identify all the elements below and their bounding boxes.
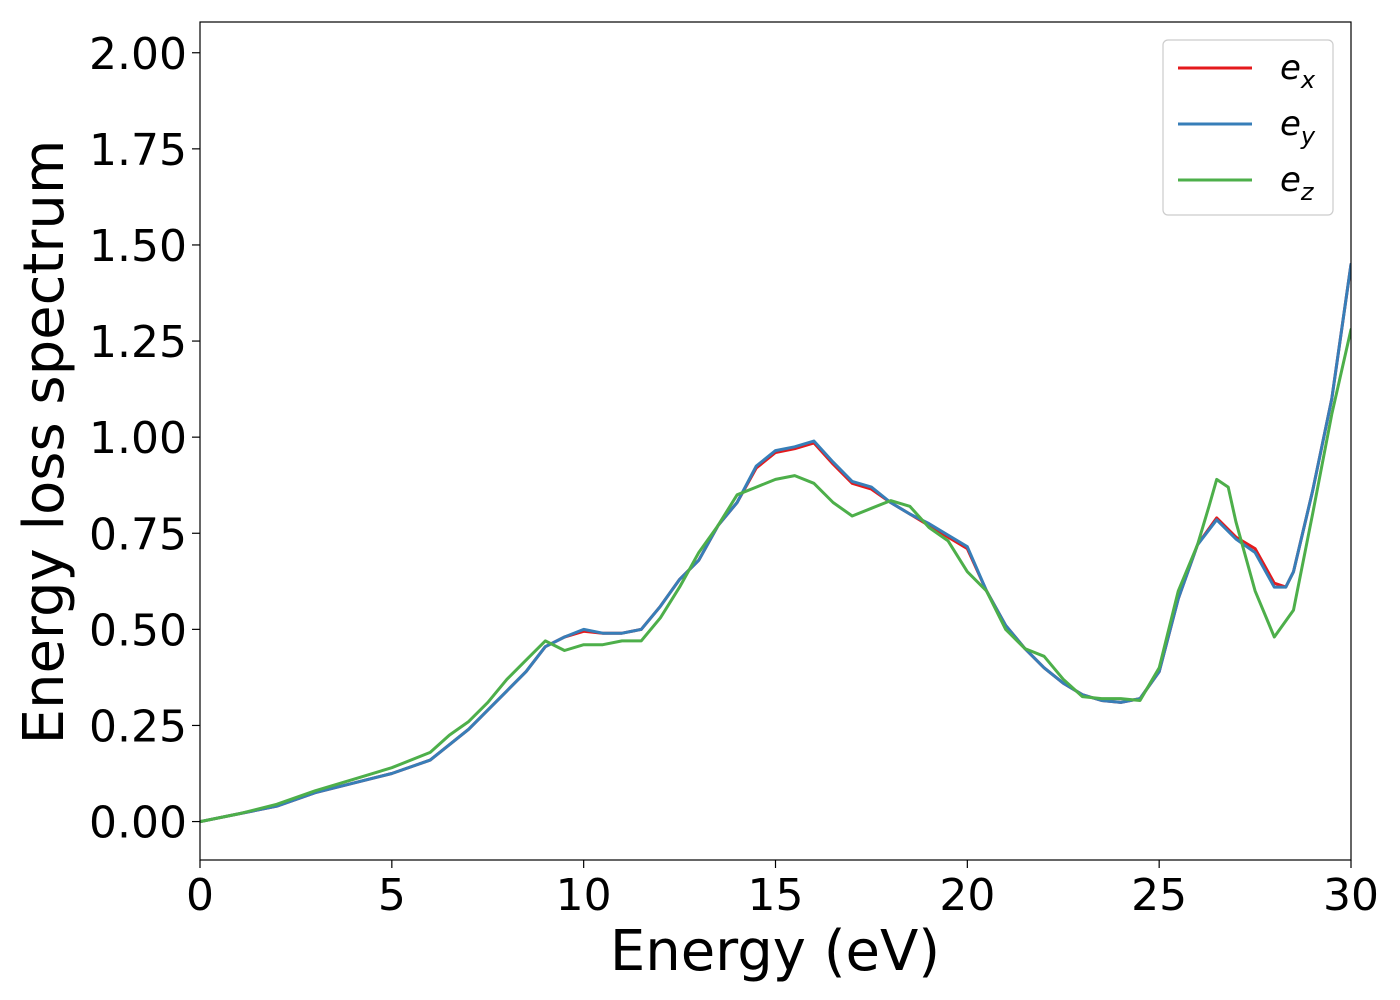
axes-layer: 0 5 10 15 20 25 30 0.00 0.25 0.50 0.75 1.00 1.25 1.50… xyxy=(89,21,1379,921)
y-tick-label: 1.25 xyxy=(89,317,187,368)
x-tick-label: 10 xyxy=(556,870,612,921)
series-line-z xyxy=(200,328,1351,824)
x-tick-label: 25 xyxy=(1131,870,1187,921)
y-tick-label: 0.50 xyxy=(89,605,187,656)
x-tick-label: 5 xyxy=(378,870,406,921)
series-lines xyxy=(200,262,1351,824)
y-tick-label: 1.75 xyxy=(89,125,187,176)
series-line-y xyxy=(200,262,1351,824)
y-tick-label: 1.00 xyxy=(89,413,187,464)
x-tick-label: 30 xyxy=(1323,870,1379,921)
y-tick-label: 2.00 xyxy=(89,29,187,80)
y-axis-label: Energy loss spectrum xyxy=(12,140,77,745)
plot-content xyxy=(200,262,1351,824)
y-tick-label: 0.25 xyxy=(89,701,187,752)
y-tick-label: 0.00 xyxy=(89,798,187,849)
x-axis-label: Energy (eV) xyxy=(610,919,940,984)
x-tick-label: 15 xyxy=(748,870,804,921)
series-line-x xyxy=(200,262,1351,824)
x-tick-label: 20 xyxy=(939,870,995,921)
x-tick-label: 0 xyxy=(186,870,214,921)
y-tick-label: 0.75 xyxy=(89,509,187,560)
y-tick-label: 1.50 xyxy=(89,221,187,272)
legend-frame xyxy=(1162,39,1334,216)
